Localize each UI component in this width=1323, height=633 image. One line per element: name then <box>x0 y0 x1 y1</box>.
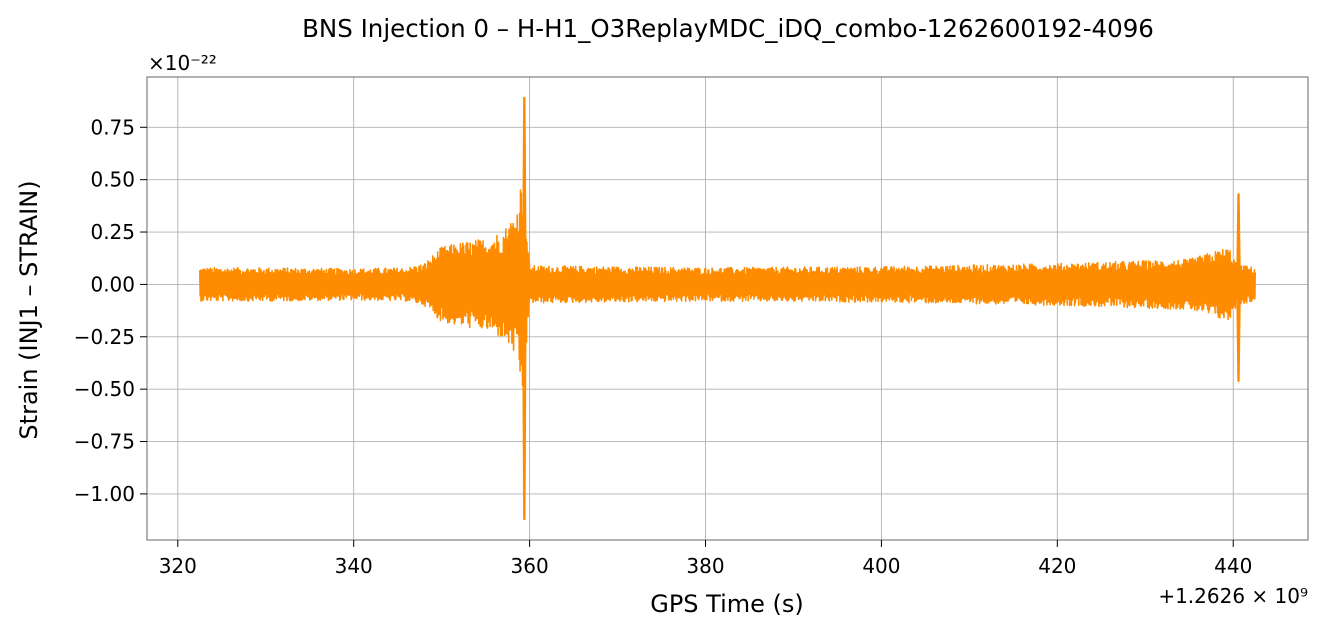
y-scale-label: ×10⁻²² <box>148 51 217 75</box>
plot-frame <box>146 76 1309 541</box>
y-tick-label: −0.50 <box>74 377 135 401</box>
chart-title: BNS Injection 0 – H-H1_O3ReplayMDC_iDQ_c… <box>302 14 1154 43</box>
x-tick-label: 440 <box>1214 554 1252 578</box>
x-tick-label: 320 <box>159 554 197 578</box>
y-tick-label: 0.00 <box>90 272 135 296</box>
y-tick-label: −0.25 <box>74 325 135 349</box>
y-axis-ticks: 0.75 0.50 0.25 0.00 −0.25 −0.50 −0.75 −1.00 <box>74 115 147 506</box>
y-tick-label: −1.00 <box>74 482 135 506</box>
x-axis-label: GPS Time (s) <box>650 590 804 618</box>
y-tick-label: 0.50 <box>90 168 135 192</box>
x-tick-label: 380 <box>686 554 724 578</box>
y-tick-label: 0.75 <box>90 115 135 139</box>
x-axis-ticks: 320 340 360 380 400 420 440 <box>159 540 1252 578</box>
series-group <box>198 96 1257 521</box>
x-tick-label: 400 <box>862 554 900 578</box>
x-tick-label: 360 <box>511 554 549 578</box>
y-tick-label: −0.75 <box>74 430 135 454</box>
x-tick-label: 420 <box>1038 554 1076 578</box>
x-tick-label: 340 <box>335 554 373 578</box>
x-offset-label: +1.2626 × 10⁹ <box>1158 584 1308 608</box>
strain-peak <box>521 96 527 521</box>
y-tick-label: 0.25 <box>90 220 135 244</box>
strain-series-line <box>198 189 1257 387</box>
strain-peak <box>1236 193 1241 382</box>
y-axis-label: Strain (INJ1 – STRAIN) <box>15 180 43 439</box>
